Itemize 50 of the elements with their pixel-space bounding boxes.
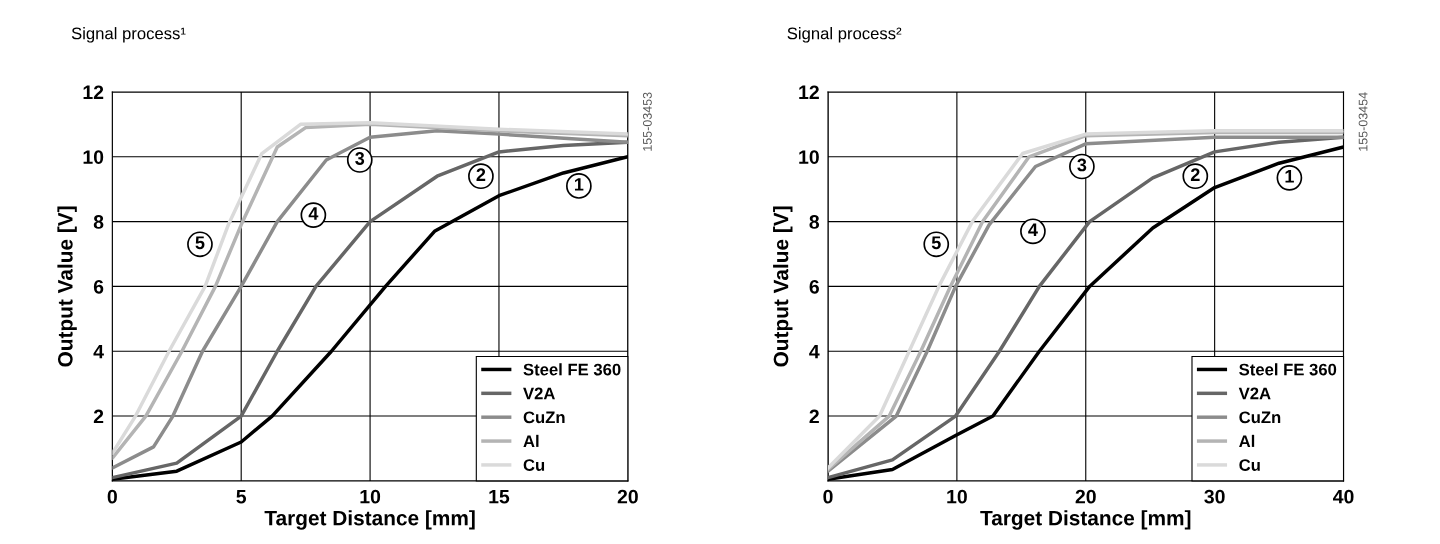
chart-title: Signal process¹ [71,27,186,43]
x-tick-label: 15 [489,489,510,504]
annotation: 5 [931,236,941,250]
x-tick-label: 10 [947,489,967,504]
annotation: 3 [355,152,365,165]
text: 155-03454 [1358,92,1368,151]
x-tick-label: 20 [1075,489,1096,504]
y-tick-label: 6 [809,279,819,294]
legend-label: CuZn [523,411,565,424]
x-axis-title: Target Distance [mm] [980,510,1191,530]
annotation: 1 [574,178,584,191]
annotation: 3 [1077,158,1087,172]
annotation: 5 [195,236,205,250]
x-tick-label: 40 [1333,489,1354,504]
text: 155-03453 [642,92,652,151]
x-tick-label: 0 [823,489,833,504]
annotation: 4 [1028,223,1038,236]
x-axis-title: Target Distance [mm] [264,510,475,530]
legend-label: CuZn [1239,411,1281,424]
y-tick-label: 4 [809,344,820,359]
y-tick-label: 12 [83,85,104,99]
legend-label: Al [1239,434,1255,447]
legend-label: Cu [523,459,545,471]
annotation: 2 [476,168,486,181]
y-tick-label: 8 [809,215,820,229]
chart-title: Signal process² [787,27,902,43]
annotation: 2 [1190,168,1200,181]
annotation: 4 [308,207,319,220]
legend-label: Cu [1239,459,1260,471]
legend-label: Al [523,434,539,447]
y-tick-label: 2 [93,409,104,424]
y-tick-label: 10 [83,150,104,164]
y-axis-title: Output Value [V] [57,206,77,367]
y-tick-label: 10 [799,150,819,164]
y-tick-label: 4 [93,344,104,359]
annotation: 1 [1285,170,1294,183]
y-tick-label: 12 [799,85,819,99]
x-tick-label: 20 [617,489,638,504]
x-tick-label: 5 [236,489,247,504]
x-tick-label: 10 [360,489,381,504]
x-tick-label: 30 [1204,489,1225,504]
y-axis-title: Output Value [V] [773,206,793,367]
legend-label: V2A [1238,387,1271,400]
y-tick-label: 8 [93,215,104,229]
y-tick-label: 6 [93,279,104,294]
legend-label: Steel FE 360 [523,363,621,376]
legend-label: Steel FE 360 [1239,363,1337,376]
legend-label: V2A [523,387,555,400]
x-tick-label: 0 [107,489,117,504]
y-tick-label: 2 [809,409,819,424]
